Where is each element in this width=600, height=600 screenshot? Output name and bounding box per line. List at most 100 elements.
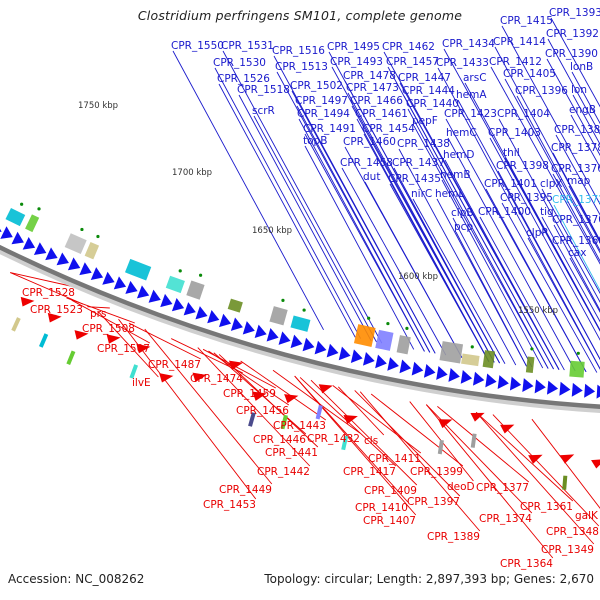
gene-label[interactable]: pepF [412, 115, 438, 127]
gene-label[interactable]: CPR_1454 [362, 123, 415, 135]
gene-label[interactable]: CPR_1401 [484, 178, 537, 190]
gene-label[interactable]: CPR_1530 [213, 57, 266, 69]
gene-label[interactable]: CPR_1377 [476, 482, 529, 494]
gene-label[interactable]: CPR_1412 [489, 56, 542, 68]
gene-label[interactable]: CPR_1380 [554, 124, 600, 136]
gene-label[interactable]: ilvE [132, 377, 151, 389]
gene-label[interactable]: CPR_1368 [552, 235, 600, 247]
gene-label[interactable]: CPR_1364 [500, 558, 553, 570]
gene-label[interactable]: dut [363, 171, 380, 183]
gene-label[interactable]: CPR_1474 [190, 373, 243, 385]
gene-label[interactable]: CPR_1502 [290, 80, 343, 92]
gene-label[interactable]: CPR_1438 [397, 138, 450, 150]
gene-label[interactable]: CPR_1411 [368, 453, 421, 465]
gene-label[interactable]: galK [575, 510, 599, 522]
gene-label[interactable]: CPR_1348 [546, 526, 599, 538]
gene-label[interactable]: CPR_1449 [219, 484, 272, 496]
gene-label[interactable]: CPR_1444 [402, 85, 455, 97]
gene-label[interactable]: CPR_1456 [236, 405, 289, 417]
gene-label[interactable]: CPR_1446 [253, 434, 306, 446]
gene-label[interactable]: CPR_1417 [343, 466, 396, 478]
gene-label[interactable]: CPR_1494 [297, 108, 350, 120]
gene-label[interactable]: CPR_1349 [541, 544, 594, 556]
gene-label[interactable]: CPR_1399 [410, 466, 463, 478]
gene-label[interactable]: hemC [446, 127, 477, 139]
gene-label[interactable]: CPR_1432 [307, 433, 360, 445]
gene-label[interactable]: CPR_1441 [265, 447, 318, 459]
gene-label[interactable]: CPR_1497 [295, 95, 348, 107]
gene-label[interactable]: lonB [570, 61, 593, 73]
gene-label[interactable]: CPR_1507 [97, 343, 150, 355]
gene-label[interactable]: arsC [463, 72, 487, 84]
gene-label[interactable]: clpP [526, 227, 548, 239]
gene-label[interactable]: CPR_1393 [549, 7, 600, 19]
gene-label[interactable]: hemB [440, 169, 471, 181]
gene-label[interactable]: CPR_1526 [217, 73, 270, 85]
gene-label[interactable]: CPR_1415 [500, 15, 553, 27]
gene-label[interactable]: CPR_1404 [497, 108, 550, 120]
gene-label[interactable]: CPR_1495 [327, 41, 380, 53]
gene-label[interactable]: CPR_1516 [272, 45, 325, 57]
gene-label[interactable]: CPR_1372 [552, 194, 600, 206]
gene-label[interactable]: CPR_1523 [30, 304, 83, 316]
gene-label[interactable]: engB [569, 104, 596, 116]
gene-label[interactable]: CPR_1403 [488, 127, 541, 139]
gene-label[interactable]: CPR_1462 [382, 41, 435, 53]
gene-label[interactable]: CPR_1460 [343, 136, 396, 148]
gene-label[interactable]: CPR_1414 [493, 36, 546, 48]
gene-label[interactable]: CPR_1392 [546, 28, 599, 40]
gene-label[interactable]: CPR_1518 [237, 84, 290, 96]
gene-label[interactable]: CPR_1487 [148, 359, 201, 371]
gene-label[interactable]: CPR_1531 [221, 40, 274, 52]
gene-label[interactable]: CPR_1508 [82, 323, 135, 335]
gene-label[interactable]: CPR_1434 [442, 38, 495, 50]
gene-label[interactable]: CPR_1440 [406, 98, 459, 110]
gene-label[interactable]: cax [568, 247, 586, 259]
gene-label[interactable]: CPR_1478 [343, 70, 396, 82]
gene-label[interactable]: CPR_1437 [392, 157, 445, 169]
gene-label[interactable]: clpB [451, 207, 474, 219]
gene-label[interactable]: deoD [447, 481, 475, 493]
gene-label[interactable]: CPR_1410 [355, 502, 408, 514]
gene-label[interactable]: prs [90, 308, 106, 320]
gene-label[interactable]: CPR_1550 [171, 40, 224, 52]
gene-label[interactable]: hemD [443, 149, 474, 161]
gene-label[interactable]: hemA [456, 89, 487, 101]
gene-label[interactable]: hemL [435, 188, 464, 200]
gene-label[interactable]: CPR_1390 [545, 48, 598, 60]
gene-label[interactable]: CPR_1466 [350, 95, 403, 107]
gene-label[interactable]: CPR_1389 [427, 531, 480, 543]
gene-label[interactable]: CPR_1458 [340, 157, 393, 169]
gene-label[interactable]: CPR_1493 [330, 56, 383, 68]
gene-label[interactable]: pcp [454, 221, 473, 233]
gene-label[interactable]: CPR_1400 [478, 206, 531, 218]
gene-label[interactable]: tig [540, 206, 554, 218]
gene-label[interactable]: CPR_1374 [479, 513, 532, 525]
gene-label[interactable]: CPR_1407 [363, 515, 416, 527]
gene-label[interactable]: CPR_1457 [386, 56, 439, 68]
gene-label[interactable]: CPR_1491 [303, 123, 356, 135]
gene-label[interactable]: CPR_1433 [436, 57, 489, 69]
gene-label[interactable]: CPR_1376 [551, 163, 600, 175]
gene-label[interactable]: lon [571, 84, 587, 96]
gene-label[interactable]: CPR_1396 [515, 85, 568, 97]
gene-label[interactable]: CPR_1442 [257, 466, 310, 478]
gene-label[interactable]: CPR_1459 [223, 388, 276, 400]
gene-label[interactable]: CPR_1423 [444, 108, 497, 120]
gene-label[interactable]: CPR_1461 [355, 108, 408, 120]
gene-label[interactable]: CPR_1405 [503, 68, 556, 80]
gene-label[interactable]: CPR_1378 [551, 142, 600, 154]
gene-label[interactable]: CPR_1370 [552, 214, 600, 226]
gene-label[interactable]: CPR_1453 [203, 499, 256, 511]
gene-label[interactable]: CPR_1447 [398, 72, 451, 84]
gene-label[interactable]: CPR_1443 [273, 420, 326, 432]
gene-label[interactable]: topB [303, 135, 327, 147]
gene-label[interactable]: map [567, 175, 591, 187]
gene-label[interactable]: nirC [411, 188, 432, 200]
gene-label[interactable]: clpX [540, 178, 563, 190]
gene-label[interactable]: cls [364, 435, 378, 447]
gene-label[interactable]: scrR [252, 105, 275, 117]
gene-label[interactable]: CPR_1435 [388, 173, 441, 185]
gene-label[interactable]: CPR_1361 [520, 501, 573, 513]
gene-label[interactable]: CPR_1395 [500, 192, 553, 204]
